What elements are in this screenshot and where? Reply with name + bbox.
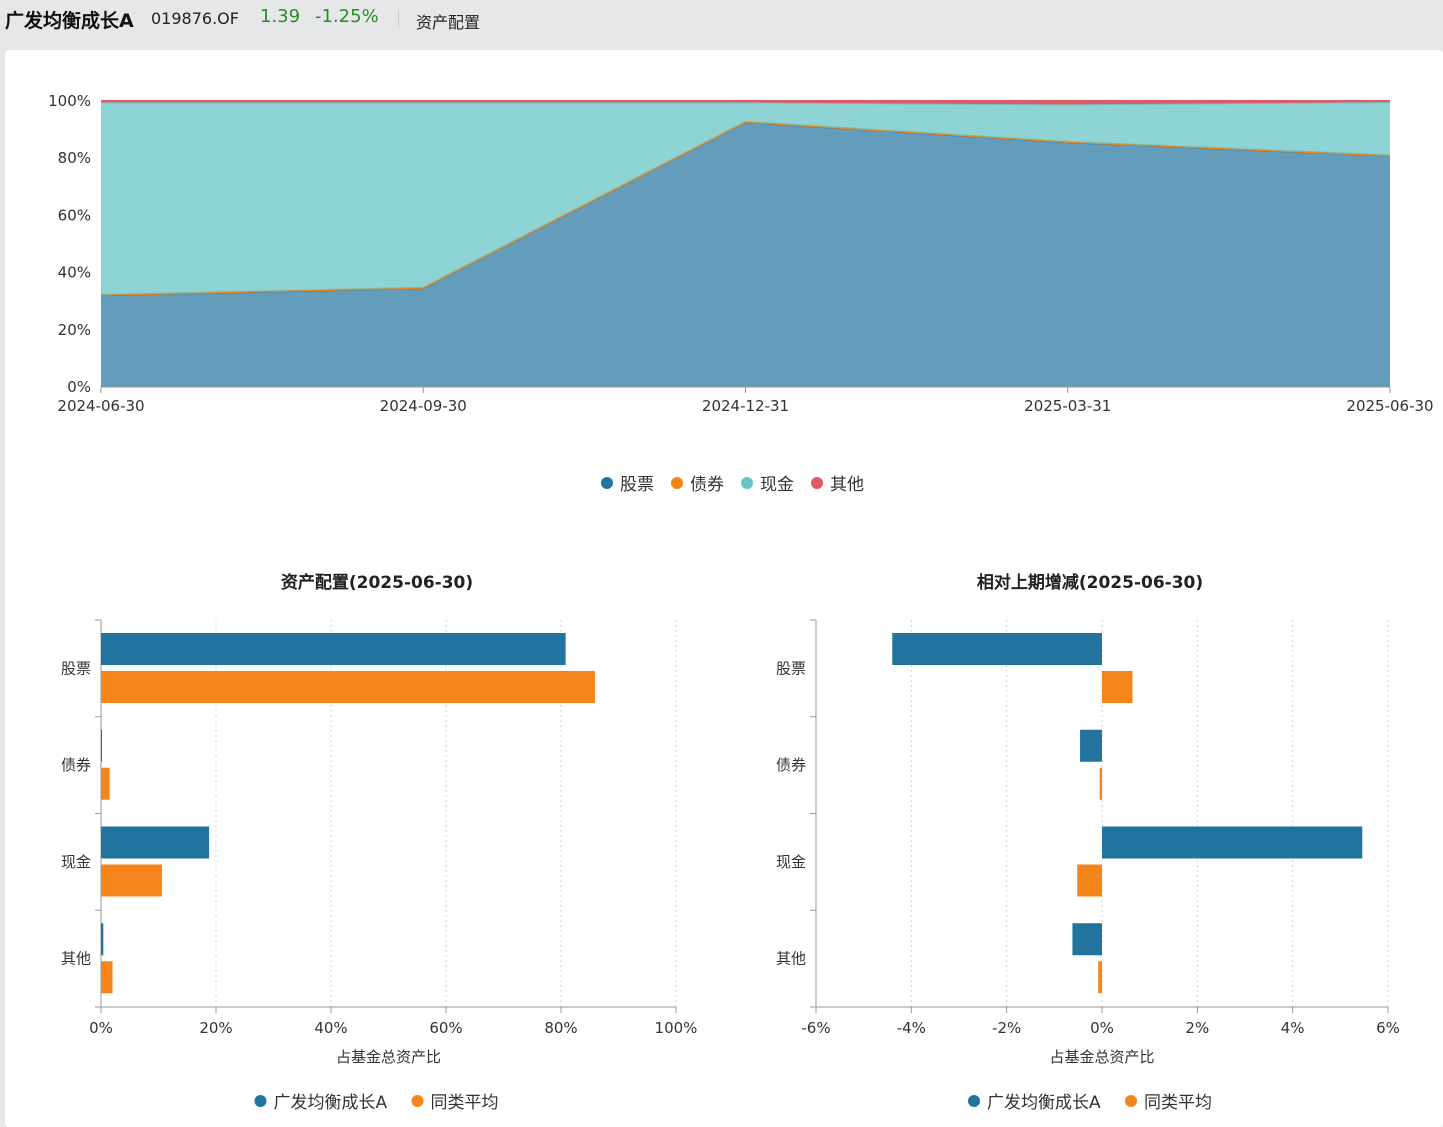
x-tick-label: -6% xyxy=(801,1019,830,1037)
x-axis-label: 占基金总资产比 xyxy=(336,1048,441,1066)
bar-其他-同类平均[interactable] xyxy=(1098,961,1102,994)
bar-其他-同类平均[interactable] xyxy=(101,961,113,994)
area-股票 xyxy=(101,122,1390,387)
chart-title: 资产配置(2025-06-30) xyxy=(281,572,473,593)
legend-label: 股票 xyxy=(620,475,654,495)
legend-marker-股票[interactable] xyxy=(601,477,613,489)
x-tick-label: 2024-12-31 xyxy=(702,397,789,415)
chart-title: 相对上期增减(2025-06-30) xyxy=(977,572,1203,593)
bar-股票-同类平均[interactable] xyxy=(1102,671,1133,703)
bar-股票-广发均衡成长A[interactable] xyxy=(892,633,1102,665)
bar-股票-同类平均[interactable] xyxy=(101,671,595,703)
y-tick-label: 100% xyxy=(48,92,91,110)
y-tick-label: 60% xyxy=(58,206,91,224)
x-tick-label: -2% xyxy=(992,1019,1021,1037)
legend-label: 广发均衡成长A xyxy=(987,1093,1101,1113)
x-tick-label: 4% xyxy=(1281,1019,1305,1037)
legend-label: 现金 xyxy=(760,475,794,495)
legend-marker-fund[interactable] xyxy=(968,1095,980,1107)
x-tick-label: -4% xyxy=(897,1019,926,1037)
y-tick-label: 20% xyxy=(58,321,91,339)
x-tick-label: 0% xyxy=(89,1019,113,1037)
x-tick-label: 60% xyxy=(429,1019,462,1037)
bar-现金-广发均衡成长A[interactable] xyxy=(1102,826,1363,859)
category-label: 债券 xyxy=(776,756,806,774)
x-tick-label: 2024-06-30 xyxy=(57,397,144,415)
legend-label: 同类平均 xyxy=(431,1093,499,1113)
x-tick-label: 6% xyxy=(1376,1019,1400,1037)
category-label: 股票 xyxy=(61,659,91,677)
area-现金 xyxy=(101,102,1390,295)
y-tick-label: 40% xyxy=(58,264,91,282)
header-bar: 广发均衡成长A 019876.OF 1.39 -1.25% 资产配置 xyxy=(0,0,1443,40)
legend-marker-现金[interactable] xyxy=(741,477,753,489)
x-tick-label: 100% xyxy=(655,1019,698,1037)
legend-marker-average[interactable] xyxy=(411,1095,424,1107)
bar-债券-同类平均[interactable] xyxy=(1099,767,1102,800)
category-label: 其他 xyxy=(61,950,91,968)
fund-name: 广发均衡成长A xyxy=(5,10,134,32)
legend-marker-其他[interactable] xyxy=(811,477,823,489)
bar-其他-广发均衡成长A[interactable] xyxy=(1072,923,1102,956)
bar-股票-广发均衡成长A[interactable] xyxy=(101,633,566,665)
legend-marker-债券[interactable] xyxy=(671,477,683,489)
legend-label: 债券 xyxy=(690,475,724,495)
x-tick-label: 40% xyxy=(314,1019,347,1037)
legend-label: 广发均衡成长A xyxy=(274,1093,388,1113)
section-label: 资产配置 xyxy=(416,13,481,32)
bar-现金-同类平均[interactable] xyxy=(1077,864,1102,897)
legend-label: 同类平均 xyxy=(1144,1093,1212,1113)
x-tick-label: 0% xyxy=(1090,1019,1114,1037)
y-tick-label: 80% xyxy=(58,149,91,167)
x-tick-label: 2% xyxy=(1185,1019,1209,1037)
bar-现金-广发均衡成长A[interactable] xyxy=(101,826,210,859)
legend-marker-fund[interactable] xyxy=(254,1095,267,1107)
bar-其他-广发均衡成长A[interactable] xyxy=(101,923,104,956)
legend-marker-average[interactable] xyxy=(1125,1095,1137,1107)
category-label: 现金 xyxy=(776,853,806,871)
x-tick-label: 2025-06-30 xyxy=(1346,397,1433,415)
bar-债券-广发均衡成长A[interactable] xyxy=(1080,729,1102,762)
x-tick-label: 20% xyxy=(199,1019,232,1037)
bar-现金-同类平均[interactable] xyxy=(101,864,162,897)
header-divider xyxy=(398,11,399,27)
category-label: 股票 xyxy=(776,659,806,677)
bar-债券-广发均衡成长A[interactable] xyxy=(101,729,102,762)
nav-change: -1.25% xyxy=(315,6,379,27)
x-tick-label: 2024-09-30 xyxy=(380,397,467,415)
category-label: 现金 xyxy=(61,853,91,871)
bar-债券-同类平均[interactable] xyxy=(101,767,110,800)
legend-label: 其他 xyxy=(830,475,864,495)
category-label: 其他 xyxy=(776,950,806,968)
x-axis-label: 占基金总资产比 xyxy=(1049,1048,1154,1066)
fund-code: 019876.OF xyxy=(151,9,239,28)
x-tick-label: 80% xyxy=(544,1019,577,1037)
nav-value: 1.39 xyxy=(260,6,301,27)
y-tick-label: 0% xyxy=(67,378,91,396)
category-label: 债券 xyxy=(61,756,91,774)
x-tick-label: 2025-03-31 xyxy=(1024,397,1111,415)
